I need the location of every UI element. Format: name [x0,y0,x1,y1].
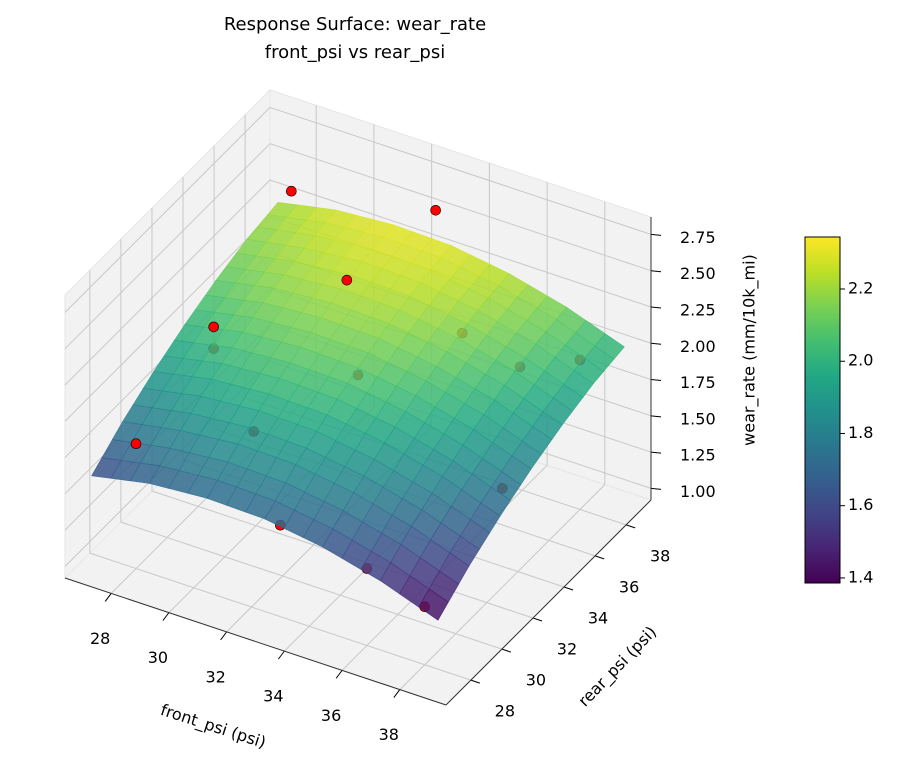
x-tick [162,612,170,621]
colorbar-tick-label: 2.0 [848,351,873,370]
grid-line [269,106,652,235]
grid-line [64,215,271,422]
z-tick [650,379,662,382]
z-tick-label: 2.50 [680,264,716,283]
grid-line [64,143,271,350]
y-tick [625,524,636,529]
grid-line [64,179,271,386]
x-tick-label: 32 [205,667,225,686]
y-tick [470,679,481,684]
x-tick-label: 34 [263,687,283,706]
scatter-point [130,438,142,450]
z-tick-label: 2.75 [680,228,716,247]
y-tick-label: 32 [557,640,577,659]
colorbar-tick-label: 2.2 [848,279,873,298]
z-tick-label: 2.25 [680,300,716,319]
y-tick-label: 34 [588,608,608,627]
z-tick-label: 1.75 [680,373,716,392]
z-tick [650,233,662,236]
colorbar-tick-label: 1.4 [848,567,873,586]
z-axis-label: wear_rate (mm/10k_mi) [740,254,760,446]
x-tick [393,689,401,698]
x-tick-label: 30 [148,648,168,667]
surface-patch [418,588,449,621]
colorbar-tick-label: 1.6 [848,495,873,514]
scatter-point [341,274,353,286]
x-tick-label: 36 [321,706,341,725]
z-tick [650,415,662,418]
chart-title: Response Surface: wear_rate [224,14,486,35]
grid-line [269,143,652,272]
grid-line [89,552,472,681]
x-axis-label: front_psi (psi) [158,700,268,753]
z-tick-label: 1.00 [680,482,716,501]
z-tick [650,306,662,309]
z-tick [650,342,662,345]
grid-line [120,521,503,650]
y-tick-label: 30 [526,671,546,690]
y-tick [563,586,574,591]
grid-line [399,484,606,690]
x-tick [220,631,228,641]
z-tick [650,487,662,490]
y-axis-label: rear_psi (psi) [574,622,661,711]
y-tick [532,617,543,622]
axis-line [64,577,447,706]
scatter-point [430,204,441,216]
x-tick [335,670,343,679]
y-tick-label: 36 [619,577,639,596]
colorbar-tick-label: 1.8 [848,423,873,442]
x-tick [104,593,112,602]
colorbar [804,236,841,584]
x-tick-label: 28 [90,629,110,648]
grid-line [269,179,652,308]
y-tick-label: 38 [650,546,670,565]
grid-line [64,107,271,313]
y-tick [594,555,605,560]
z-tick-label: 2.00 [680,337,716,356]
y-tick [501,648,512,653]
scatter-point [286,185,297,197]
axis-line [445,499,652,706]
z-tick-label: 1.25 [680,446,716,465]
x-tick [277,650,285,660]
z-tick [650,451,662,454]
z-tick-label: 1.50 [680,409,716,428]
chart-subtitle: front_psi vs rear_psi [265,42,445,63]
y-tick-label: 28 [495,702,515,721]
x-tick-label: 38 [379,725,399,744]
z-tick [650,270,662,273]
scatter-point [208,321,219,333]
